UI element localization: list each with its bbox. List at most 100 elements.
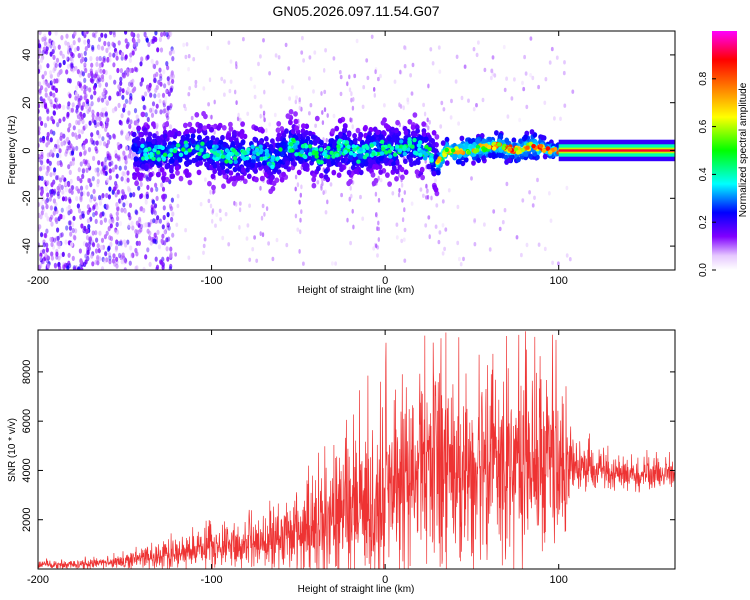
spectrogram-cell	[463, 157, 469, 163]
spectrogram-cell	[433, 186, 439, 193]
spectrogram-cell	[426, 163, 432, 170]
spectrogram-cell	[170, 130, 175, 137]
spectrogram-cell	[221, 235, 225, 241]
spectrogram-cell	[141, 96, 145, 102]
spectrogram-cell	[140, 111, 146, 118]
spectrogram-cell	[242, 37, 245, 42]
spectrogram-cell	[93, 90, 97, 96]
spectrogram-cell	[95, 205, 99, 211]
spectrogram-ridge-dot	[361, 144, 366, 150]
spectrogram-cell	[265, 206, 269, 212]
spectrogram-cell	[174, 165, 180, 171]
spectrogram-cell	[79, 151, 83, 157]
spectrogram-cell	[84, 160, 88, 167]
spectrogram-cell	[459, 135, 465, 142]
spectrogram-cell	[101, 193, 105, 199]
spectrogram-ridge-dot	[362, 155, 368, 160]
spectrogram-cell	[232, 166, 238, 173]
spectrogram-cell	[263, 89, 266, 95]
spectrogram-cell	[50, 255, 55, 261]
spectrogram-cell	[162, 205, 166, 211]
spectrogram-cell	[284, 128, 289, 134]
spectrogram-cell	[71, 146, 75, 152]
spectrogram-cell	[88, 87, 92, 93]
spectrogram-cell	[68, 47, 72, 53]
spectrogram-cell	[126, 177, 130, 183]
spectrogram-cell	[487, 152, 493, 159]
spectrogram-cell	[164, 88, 168, 94]
spectrogram-cell	[107, 194, 111, 200]
spectrogram-cell	[77, 53, 81, 59]
spectrogram-cell	[483, 67, 487, 73]
spectrogram-cell	[64, 40, 68, 46]
spectrogram-cell	[52, 54, 56, 61]
spectrogram-cell	[125, 68, 129, 74]
spectrogram-cell	[161, 175, 166, 182]
spectrogram-ridge-dot	[264, 148, 269, 154]
spectrogram-cell	[180, 134, 186, 141]
spectrogram-cell	[92, 188, 96, 194]
spectrogram-cell	[46, 192, 50, 198]
spectrogram-cell	[38, 68, 41, 74]
spectrogram-cell	[90, 78, 95, 84]
spectrogram-cell	[71, 185, 75, 191]
spectrogram-cell	[320, 91, 323, 96]
spectrogram-cell	[99, 245, 103, 251]
y-tick-label: -40	[21, 238, 33, 254]
spectrogram-cell	[38, 256, 43, 262]
spectrogram-cell	[311, 176, 317, 183]
spectrogram-cell	[493, 73, 497, 78]
spectrogram-ridge-dot	[162, 152, 168, 157]
spectrogram-cell	[82, 101, 86, 107]
spectrogram-ridge-dot	[184, 143, 189, 148]
spectrogram-cell	[410, 131, 416, 137]
spectrogram-cell	[83, 89, 87, 95]
spectrogram-cell	[40, 210, 44, 216]
spectrogram-cell	[120, 176, 124, 182]
spectrogram-ridge-dot	[302, 154, 307, 159]
spectrogram-cell	[491, 55, 495, 60]
spectrogram-cell	[199, 202, 203, 207]
spectrogram-cell	[90, 132, 94, 138]
spectrogram-cell	[48, 196, 52, 202]
spectrogram-cell	[447, 188, 451, 193]
spectrogram-cell	[204, 177, 207, 182]
spectrogram-cell	[274, 53, 278, 58]
spectrogram-cell	[93, 196, 97, 202]
spectrogram-cell	[120, 129, 124, 135]
spectrogram-cell	[54, 217, 58, 223]
spectrogram-cell	[164, 163, 170, 169]
spectrogram-cell	[90, 94, 94, 100]
spectrogram-cell	[228, 88, 232, 94]
spectrogram-cell	[457, 121, 460, 126]
spectrogram-cell	[323, 107, 327, 112]
spectrogram-cell	[162, 31, 167, 37]
spectrogram-cell	[238, 201, 242, 206]
spectrogram-cell	[187, 121, 193, 128]
spectrogram-cell	[160, 182, 164, 188]
spectrogram-cell	[87, 241, 92, 247]
spectrogram-cell	[187, 179, 193, 186]
spectrogram-cell	[98, 200, 103, 206]
spectrogram-cell	[103, 106, 107, 112]
spectrogram-cell	[79, 214, 83, 220]
spectrogram-ridge-dot	[318, 147, 324, 152]
spectrogram-cell	[55, 251, 59, 257]
spectrogram-cell	[103, 160, 107, 166]
spectrogram-cell	[165, 220, 170, 226]
spectrogram-cell	[375, 129, 381, 136]
spectrogram-cell	[114, 180, 118, 187]
spectrogram-cell	[42, 46, 46, 52]
spectrogram-cell	[166, 256, 170, 262]
spectrogram-cell	[403, 258, 407, 263]
spectrogram-cell	[94, 210, 98, 216]
spectrogram-cell	[56, 160, 60, 166]
spectrogram-cell	[144, 199, 148, 205]
spectrogram-cell	[83, 39, 87, 45]
spectrogram-cell	[155, 266, 159, 270]
spectrogram-cell	[236, 116, 240, 122]
y-tick-label: 0	[21, 147, 33, 153]
spectrogram-cell	[68, 263, 72, 269]
spectrogram-cell	[238, 117, 242, 123]
